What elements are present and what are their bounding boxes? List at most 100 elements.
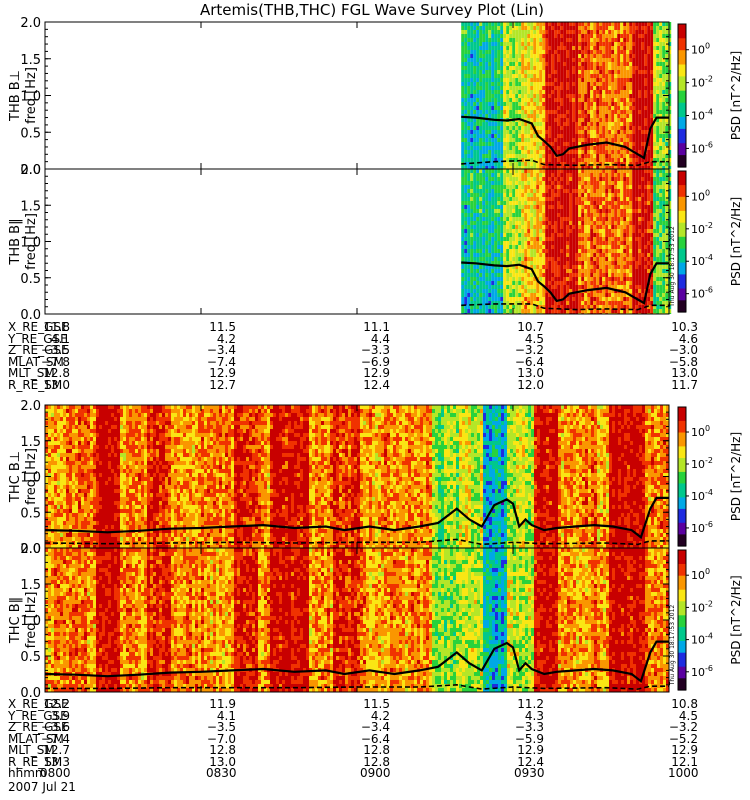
ephemeris-value: 4.3 <box>514 710 544 723</box>
ephemeris-value: 12.9 <box>360 367 390 380</box>
ephemeris-value: −6.9 <box>360 356 390 369</box>
y-tick-label: 2.0 <box>20 16 41 31</box>
ephemeris-value: 11.8 <box>40 321 70 334</box>
ephemeris-value: 12.4 <box>360 379 390 392</box>
ephemeris-value: 4.1 <box>40 333 70 346</box>
date-label: 2007 Jul 21 <box>8 780 76 794</box>
ephemeris-row: Z_RE_GSE −3.5 −3.4 −3.3 −3.2 −3.0 <box>8 344 698 357</box>
solid-series-line <box>44 640 669 684</box>
colorbar-tick-label: 10-6 <box>691 664 713 679</box>
colorbar-tick-label: 10-6 <box>691 140 713 155</box>
ephemeris-table-thb: X_RE_GSE 11.8 11.5 11.1 10.7 10.3 Y_RE_GSE 4.1 4… <box>8 321 698 392</box>
ephemeris-row: MLAT_SM −7.4 −7.0 −6.4 −5.9 −5.2 <box>8 733 698 746</box>
panel-name-label: THB B⊥ <box>8 70 23 122</box>
colorbar-4: 100 10-2 10-4 10-6 PSD [nT^2/Hz] <box>677 549 743 691</box>
ephemeris-value: 12.4 <box>514 756 544 769</box>
ephemeris-row-label: Y_RE_GSE <box>8 333 68 346</box>
panel-name-label: THC B‖ <box>8 597 23 644</box>
colorbar-tick-label: 10-2 <box>691 221 713 236</box>
plot-title: Artemis(THB,THC) FGL Wave Survey Plot (L… <box>200 1 544 19</box>
ephemeris-value: 4.5 <box>514 333 544 346</box>
ephemeris-value: −7.4 <box>40 733 70 746</box>
timestamp-label: Thu Aug 30 18:17:53 2012 <box>669 605 676 687</box>
ephemeris-value: 4.2 <box>206 333 236 346</box>
ephemeris-value: 4.4 <box>360 333 390 346</box>
colorbar-tick-label: 10-4 <box>691 488 713 503</box>
solid-series-line <box>44 496 669 540</box>
colorbar-tick-label: 10-4 <box>691 632 713 647</box>
ephemeris-value: 12.8 <box>206 744 236 757</box>
ephemeris-row-label: hhmm <box>8 767 47 780</box>
ephemeris-value: 11.5 <box>360 698 390 711</box>
colorbar-tick-label: 100 <box>691 424 710 439</box>
y-tick-label: 0.5 <box>20 650 41 665</box>
ephemeris-value: 11.7 <box>668 379 698 392</box>
ephemeris-value: 4.2 <box>360 710 390 723</box>
ephemeris-value: 0800 <box>40 767 71 780</box>
ephemeris-row-label: MLT_SM <box>8 367 55 380</box>
colorbar-tick-label: 100 <box>691 188 710 203</box>
ephemeris-value: 12.2 <box>40 698 70 711</box>
ephemeris-row-label: MLAT_SM <box>8 733 64 746</box>
y-axis-label: freq [Hz] <box>24 592 39 649</box>
ephemeris-value: 13.0 <box>514 367 544 380</box>
colorbar-label: PSD [nT^2/Hz] <box>729 197 743 286</box>
y-tick-label: 0.5 <box>20 126 41 141</box>
ephemeris-value: 4.5 <box>668 710 698 723</box>
ephemeris-row: Y_RE_GSE 4.1 4.2 4.4 4.5 4.6 <box>8 333 698 346</box>
colorbar-tick-label: 10-2 <box>691 456 713 471</box>
ephemeris-value: −6.4 <box>360 733 390 746</box>
colorbar-tick-label: 10-6 <box>691 286 713 301</box>
ephemeris-row-label: Y_RE_GSE <box>8 710 68 723</box>
ephemeris-row-label: MLAT_SM <box>8 356 64 369</box>
ephemeris-value: −3.4 <box>206 344 236 357</box>
ephemeris-value: −7.4 <box>206 356 236 369</box>
panel-name-label: THC B⊥ <box>8 451 23 503</box>
y-tick-label: 1.5 <box>20 578 41 593</box>
y-tick-label: 1.5 <box>20 53 41 68</box>
ephemeris-value: −3.2 <box>668 721 698 734</box>
colorbar-label: PSD [nT^2/Hz] <box>729 575 743 664</box>
colorbar-label: PSD [nT^2/Hz] <box>729 51 743 140</box>
ephemeris-value: 13.3 <box>40 756 70 769</box>
y-tick-label: 0.0 <box>20 163 41 178</box>
heatmap <box>461 22 672 169</box>
ephemeris-row-label: R_RE_SM <box>8 756 62 769</box>
ephemeris-value: 12.7 <box>40 744 70 757</box>
colorbar-3: 100 10-2 10-4 10-6 PSD [nT^2/Hz] <box>677 406 743 547</box>
ephemeris-row: X_RE_GSE 12.2 11.9 11.5 11.2 10.8 <box>8 698 698 711</box>
colorbar-label: PSD [nT^2/Hz] <box>729 432 743 521</box>
panel-4: 0.0 0.5 1.0 1.5 2.0 freq [Hz]THC B‖ Thu Aug 30… <box>8 542 676 701</box>
ephemeris-value: 12.0 <box>514 379 544 392</box>
y-tick-label: 1.0 <box>20 90 41 105</box>
ephemeris-value: 11.2 <box>514 698 544 711</box>
ephemeris-value: −3.5 <box>206 721 236 734</box>
ephemeris-row: hhmm 0800 0830 0900 0930 1000 <box>8 767 699 780</box>
colorbar-tick-label: 10-2 <box>691 75 713 90</box>
ephemeris-value: 1000 <box>668 767 699 780</box>
panel-2: 0.0 0.5 1.0 1.5 2.0 freq [Hz]THB B‖ Thu Aug 30… <box>8 163 676 323</box>
dashed-series-line <box>461 159 669 167</box>
ephemeris-value: −7.8 <box>40 356 70 369</box>
ephemeris-value: 12.9 <box>514 744 544 757</box>
heatmap <box>461 169 672 314</box>
ephemeris-value: 12.8 <box>360 756 390 769</box>
y-axis-label: freq [Hz] <box>24 448 39 505</box>
ephemeris-value: −5.9 <box>514 733 544 746</box>
ephemeris-value: 4.6 <box>668 333 698 346</box>
ephemeris-value: 12.7 <box>206 379 236 392</box>
ephemeris-value: 11.1 <box>360 321 390 334</box>
ephemeris-value: 12.9 <box>206 367 236 380</box>
ephemeris-row: R_RE_SM 13.3 13.0 12.8 12.4 12.1 <box>8 756 698 769</box>
colorbar-tick-label: 10-4 <box>691 108 713 123</box>
ephemeris-value: 12.9 <box>668 744 698 757</box>
y-tick-label: 1.0 <box>20 614 41 629</box>
ephemeris-value: 10.8 <box>668 698 698 711</box>
colorbar-tick-label: 100 <box>691 42 710 57</box>
y-tick-label: 0.0 <box>20 542 41 557</box>
solid-series-line <box>461 261 669 305</box>
ephemeris-value: −5.8 <box>668 356 698 369</box>
ephemeris-value: 13.0 <box>40 379 70 392</box>
y-tick-label: 0.0 <box>20 686 41 701</box>
